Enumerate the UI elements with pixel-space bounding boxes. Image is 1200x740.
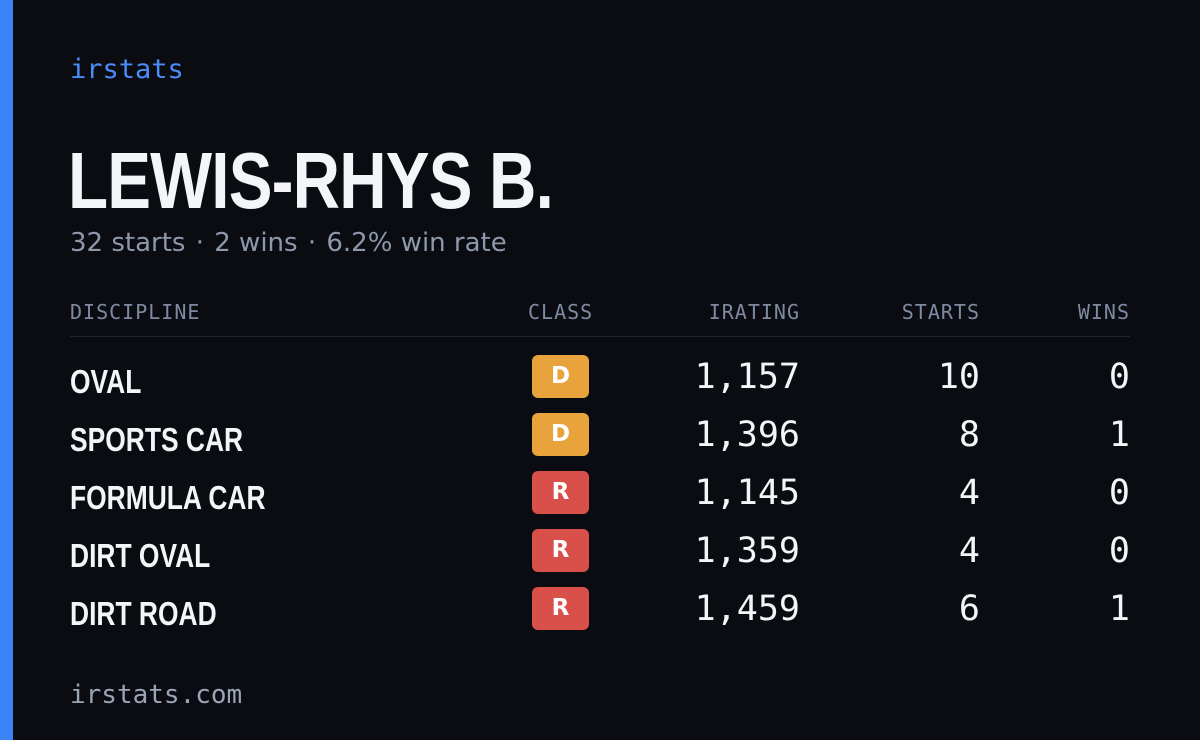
starts-summary: 32 starts bbox=[70, 228, 186, 258]
table-body: OVAL D 1,157 10 0 SPORTS CAR D 1,396 8 1… bbox=[70, 337, 1130, 643]
header-starts: STARTS bbox=[901, 300, 980, 324]
table-row: DIRT OVAL R 1,359 4 0 bbox=[70, 527, 1130, 585]
class-badge: R bbox=[532, 587, 589, 630]
irating-value: 1,396 bbox=[694, 415, 800, 455]
driver-name: LEWIS-RHYS B. bbox=[68, 136, 554, 225]
discipline-name: SPORTS CAR bbox=[70, 421, 244, 458]
discipline-name: DIRT ROAD bbox=[70, 595, 217, 632]
class-badge: D bbox=[532, 355, 589, 398]
discipline-name: OVAL bbox=[70, 363, 142, 400]
summary-separator: · bbox=[195, 228, 204, 258]
starts-value: 4 bbox=[958, 473, 980, 513]
wins-value: 0 bbox=[1108, 473, 1130, 513]
wins-summary: 2 wins bbox=[214, 228, 298, 258]
summary-separator: · bbox=[307, 228, 317, 258]
class-badge: R bbox=[532, 529, 589, 572]
wins-value: 1 bbox=[1108, 415, 1130, 455]
table-row: DIRT ROAD R 1,459 6 1 bbox=[70, 585, 1130, 643]
discipline-name: FORMULA CAR bbox=[70, 479, 266, 516]
discipline-name: DIRT OVAL bbox=[70, 537, 211, 574]
win-rate-summary: 6.2% win rate bbox=[326, 228, 507, 258]
irating-value: 1,145 bbox=[694, 473, 800, 513]
table-row: SPORTS CAR D 1,396 8 1 bbox=[70, 411, 1130, 469]
starts-value: 10 bbox=[937, 357, 980, 397]
class-badge: R bbox=[532, 471, 589, 514]
discipline-table: DISCIPLINE CLASS IRATING STARTS WINS OVA… bbox=[70, 296, 1130, 643]
starts-value: 8 bbox=[958, 415, 980, 455]
footer-url: irstats.com bbox=[70, 680, 243, 710]
accent-bar bbox=[0, 0, 13, 740]
starts-value: 6 bbox=[958, 589, 980, 629]
wins-value: 1 bbox=[1108, 589, 1130, 629]
brand-logo-text: irstats bbox=[70, 54, 184, 85]
table-row: FORMULA CAR R 1,145 4 0 bbox=[70, 469, 1130, 527]
table-row: OVAL D 1,157 10 0 bbox=[70, 353, 1130, 411]
irating-value: 1,157 bbox=[694, 357, 800, 397]
header-wins: WINS bbox=[1077, 300, 1130, 324]
irating-value: 1,459 bbox=[694, 589, 800, 629]
irating-value: 1,359 bbox=[694, 531, 800, 571]
class-badge: D bbox=[532, 413, 589, 456]
header-discipline: DISCIPLINE bbox=[70, 300, 201, 324]
header-class: CLASS bbox=[528, 300, 594, 324]
table-header: DISCIPLINE CLASS IRATING STARTS WINS bbox=[70, 296, 1130, 337]
wins-value: 0 bbox=[1108, 531, 1130, 571]
wins-value: 0 bbox=[1108, 357, 1130, 397]
header-irating: IRATING bbox=[708, 300, 800, 324]
starts-value: 4 bbox=[958, 531, 980, 571]
driver-summary: 32 starts · 2 wins · 6.2% win rate bbox=[70, 228, 507, 258]
